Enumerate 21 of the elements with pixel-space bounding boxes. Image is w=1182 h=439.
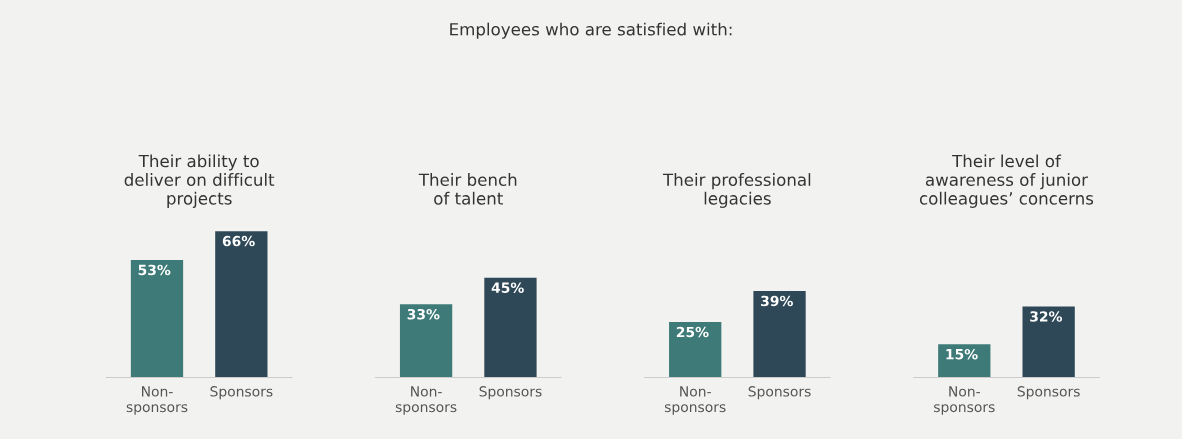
chart-title: Their ability to deliver on difficult projects <box>124 154 275 208</box>
data-label: 15% <box>946 348 978 360</box>
data-label: 45% <box>491 282 524 293</box>
text: Employees who are satisfied with: <box>450 22 732 39</box>
x-tick-label: Sponsors <box>210 386 273 400</box>
chart-title: Their level of awareness of junior colleagues’ concerns <box>919 154 1094 208</box>
x-tick-label: Non- sponsors <box>664 386 726 415</box>
data-label: 66% <box>222 235 255 247</box>
data-label: 33% <box>407 309 440 320</box>
chart-title: Their bench of talent <box>418 173 517 205</box>
x-tick-label: Non- sponsors <box>395 386 457 415</box>
x-tick-label: Sponsors <box>1017 386 1080 400</box>
data-label: 32% <box>1030 311 1063 322</box>
data-label: 39% <box>761 295 793 307</box>
x-tick-label: Sponsors <box>748 386 811 400</box>
x-tick-label: Non- sponsors <box>126 386 188 415</box>
chart-title: Their professional legacies <box>662 173 811 208</box>
x-tick-label: Sponsors <box>479 386 542 400</box>
x-tick-label: Non- sponsors <box>934 386 995 415</box>
data-label: 25% <box>676 326 709 338</box>
data-label: 53% <box>138 264 171 276</box>
